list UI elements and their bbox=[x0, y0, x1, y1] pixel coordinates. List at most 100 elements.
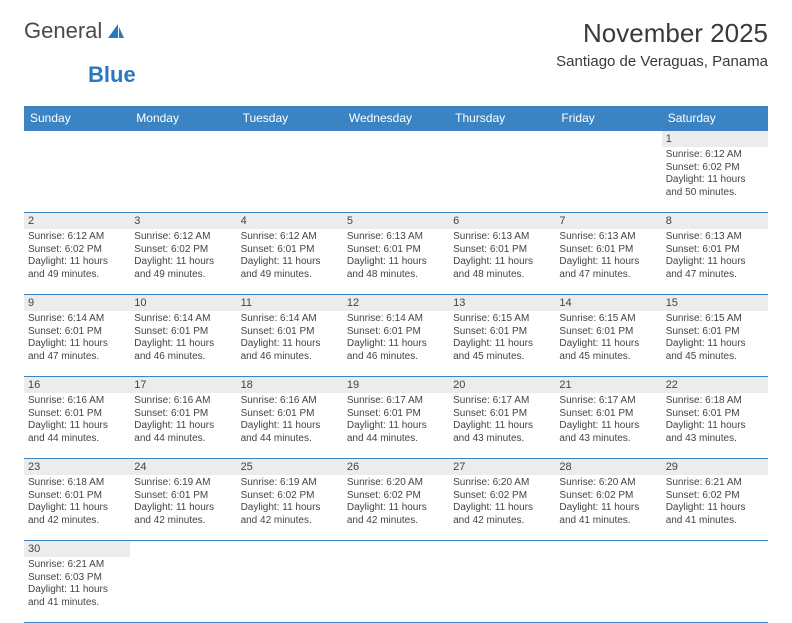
cell-line: Sunrise: 6:17 AM bbox=[347, 395, 445, 408]
day-number: 24 bbox=[130, 459, 236, 475]
cell-line: Daylight: 11 hours and 46 minutes. bbox=[241, 338, 339, 363]
calendar-cell bbox=[555, 541, 661, 623]
cell-line: Sunset: 6:02 PM bbox=[453, 490, 551, 503]
cell-line: Sunset: 6:03 PM bbox=[28, 572, 126, 585]
cell-line: Daylight: 11 hours and 44 minutes. bbox=[134, 420, 232, 445]
day-number: 23 bbox=[24, 459, 130, 475]
cell-line: Daylight: 11 hours and 48 minutes. bbox=[453, 256, 551, 281]
calendar-cell: 16Sunrise: 6:16 AMSunset: 6:01 PMDayligh… bbox=[24, 377, 130, 459]
calendar-cell bbox=[343, 131, 449, 213]
cell-line: Daylight: 11 hours and 44 minutes. bbox=[241, 420, 339, 445]
cell-line: Daylight: 11 hours and 45 minutes. bbox=[453, 338, 551, 363]
cell-body: Sunrise: 6:17 AMSunset: 6:01 PMDaylight:… bbox=[343, 393, 449, 449]
calendar-cell: 6Sunrise: 6:13 AMSunset: 6:01 PMDaylight… bbox=[449, 213, 555, 295]
day-number: 19 bbox=[343, 377, 449, 393]
calendar-week-row: 2Sunrise: 6:12 AMSunset: 6:02 PMDaylight… bbox=[24, 213, 768, 295]
cell-line: Sunset: 6:02 PM bbox=[666, 490, 764, 503]
calendar-cell bbox=[130, 541, 236, 623]
calendar-cell: 22Sunrise: 6:18 AMSunset: 6:01 PMDayligh… bbox=[662, 377, 768, 459]
day-number: 28 bbox=[555, 459, 661, 475]
cell-line: Sunrise: 6:15 AM bbox=[453, 313, 551, 326]
day-number: 6 bbox=[449, 213, 555, 229]
calendar-cell bbox=[555, 131, 661, 213]
day-number bbox=[237, 541, 343, 545]
cell-body: Sunrise: 6:14 AMSunset: 6:01 PMDaylight:… bbox=[130, 311, 236, 367]
calendar-cell: 11Sunrise: 6:14 AMSunset: 6:01 PMDayligh… bbox=[237, 295, 343, 377]
cell-line: Sunset: 6:01 PM bbox=[241, 244, 339, 257]
calendar-cell: 21Sunrise: 6:17 AMSunset: 6:01 PMDayligh… bbox=[555, 377, 661, 459]
cell-line: Daylight: 11 hours and 42 minutes. bbox=[241, 502, 339, 527]
calendar-cell: 9Sunrise: 6:14 AMSunset: 6:01 PMDaylight… bbox=[24, 295, 130, 377]
cell-body: Sunrise: 6:21 AMSunset: 6:02 PMDaylight:… bbox=[662, 475, 768, 531]
cell-line: Sunrise: 6:21 AM bbox=[28, 559, 126, 572]
day-number bbox=[343, 541, 449, 545]
calendar-cell: 19Sunrise: 6:17 AMSunset: 6:01 PMDayligh… bbox=[343, 377, 449, 459]
cell-body: Sunrise: 6:16 AMSunset: 6:01 PMDaylight:… bbox=[130, 393, 236, 449]
day-number: 1 bbox=[662, 131, 768, 147]
day-number: 14 bbox=[555, 295, 661, 311]
cell-line: Daylight: 11 hours and 44 minutes. bbox=[347, 420, 445, 445]
day-number: 18 bbox=[237, 377, 343, 393]
calendar-cell: 28Sunrise: 6:20 AMSunset: 6:02 PMDayligh… bbox=[555, 459, 661, 541]
day-number: 4 bbox=[237, 213, 343, 229]
calendar-cell bbox=[449, 541, 555, 623]
cell-line: Sunset: 6:02 PM bbox=[559, 490, 657, 503]
cell-line: Sunrise: 6:12 AM bbox=[241, 231, 339, 244]
cell-line: Sunset: 6:02 PM bbox=[134, 244, 232, 257]
calendar-cell: 20Sunrise: 6:17 AMSunset: 6:01 PMDayligh… bbox=[449, 377, 555, 459]
cell-line: Sunrise: 6:16 AM bbox=[241, 395, 339, 408]
calendar-cell: 26Sunrise: 6:20 AMSunset: 6:02 PMDayligh… bbox=[343, 459, 449, 541]
logo-text-a: General bbox=[24, 18, 102, 44]
column-header: Sunday bbox=[24, 106, 130, 131]
cell-line: Sunset: 6:01 PM bbox=[134, 408, 232, 421]
calendar-week-row: 1Sunrise: 6:12 AMSunset: 6:02 PMDaylight… bbox=[24, 131, 768, 213]
cell-line: Sunrise: 6:12 AM bbox=[28, 231, 126, 244]
cell-body: Sunrise: 6:13 AMSunset: 6:01 PMDaylight:… bbox=[449, 229, 555, 285]
day-number: 30 bbox=[24, 541, 130, 557]
cell-body: Sunrise: 6:12 AMSunset: 6:01 PMDaylight:… bbox=[237, 229, 343, 285]
cell-body: Sunrise: 6:13 AMSunset: 6:01 PMDaylight:… bbox=[343, 229, 449, 285]
cell-line: Sunset: 6:01 PM bbox=[134, 490, 232, 503]
column-header: Monday bbox=[130, 106, 236, 131]
cell-line: Daylight: 11 hours and 41 minutes. bbox=[559, 502, 657, 527]
calendar-week-row: 30Sunrise: 6:21 AMSunset: 6:03 PMDayligh… bbox=[24, 541, 768, 623]
cell-line: Sunset: 6:02 PM bbox=[666, 162, 764, 175]
cell-body: Sunrise: 6:13 AMSunset: 6:01 PMDaylight:… bbox=[555, 229, 661, 285]
day-number: 13 bbox=[449, 295, 555, 311]
calendar-week-row: 16Sunrise: 6:16 AMSunset: 6:01 PMDayligh… bbox=[24, 377, 768, 459]
calendar-cell: 5Sunrise: 6:13 AMSunset: 6:01 PMDaylight… bbox=[343, 213, 449, 295]
month-title: November 2025 bbox=[556, 18, 768, 49]
cell-body: Sunrise: 6:14 AMSunset: 6:01 PMDaylight:… bbox=[343, 311, 449, 367]
cell-line: Sunset: 6:01 PM bbox=[241, 408, 339, 421]
cell-line: Sunrise: 6:14 AM bbox=[28, 313, 126, 326]
calendar-cell bbox=[343, 541, 449, 623]
cell-line: Daylight: 11 hours and 49 minutes. bbox=[28, 256, 126, 281]
cell-line: Sunrise: 6:20 AM bbox=[453, 477, 551, 490]
cell-line: Sunrise: 6:14 AM bbox=[347, 313, 445, 326]
day-number bbox=[555, 541, 661, 545]
calendar-cell bbox=[130, 131, 236, 213]
calendar-week-row: 9Sunrise: 6:14 AMSunset: 6:01 PMDaylight… bbox=[24, 295, 768, 377]
day-number: 21 bbox=[555, 377, 661, 393]
day-number bbox=[130, 541, 236, 545]
cell-line: Daylight: 11 hours and 47 minutes. bbox=[28, 338, 126, 363]
cell-line: Sunset: 6:01 PM bbox=[666, 244, 764, 257]
cell-body: Sunrise: 6:19 AMSunset: 6:02 PMDaylight:… bbox=[237, 475, 343, 531]
day-number: 7 bbox=[555, 213, 661, 229]
cell-body: Sunrise: 6:15 AMSunset: 6:01 PMDaylight:… bbox=[662, 311, 768, 367]
cell-line: Sunrise: 6:13 AM bbox=[559, 231, 657, 244]
day-number: 5 bbox=[343, 213, 449, 229]
cell-line: Sunrise: 6:17 AM bbox=[453, 395, 551, 408]
cell-line: Daylight: 11 hours and 47 minutes. bbox=[559, 256, 657, 281]
cell-line: Sunrise: 6:18 AM bbox=[28, 477, 126, 490]
day-number bbox=[24, 131, 130, 135]
cell-line: Sunrise: 6:16 AM bbox=[134, 395, 232, 408]
cell-line: Sunset: 6:01 PM bbox=[28, 408, 126, 421]
cell-body: Sunrise: 6:18 AMSunset: 6:01 PMDaylight:… bbox=[24, 475, 130, 531]
day-number: 29 bbox=[662, 459, 768, 475]
cell-body: Sunrise: 6:18 AMSunset: 6:01 PMDaylight:… bbox=[662, 393, 768, 449]
cell-line: Daylight: 11 hours and 42 minutes. bbox=[347, 502, 445, 527]
calendar-cell: 29Sunrise: 6:21 AMSunset: 6:02 PMDayligh… bbox=[662, 459, 768, 541]
cell-line: Daylight: 11 hours and 49 minutes. bbox=[134, 256, 232, 281]
logo: General bbox=[24, 18, 128, 44]
